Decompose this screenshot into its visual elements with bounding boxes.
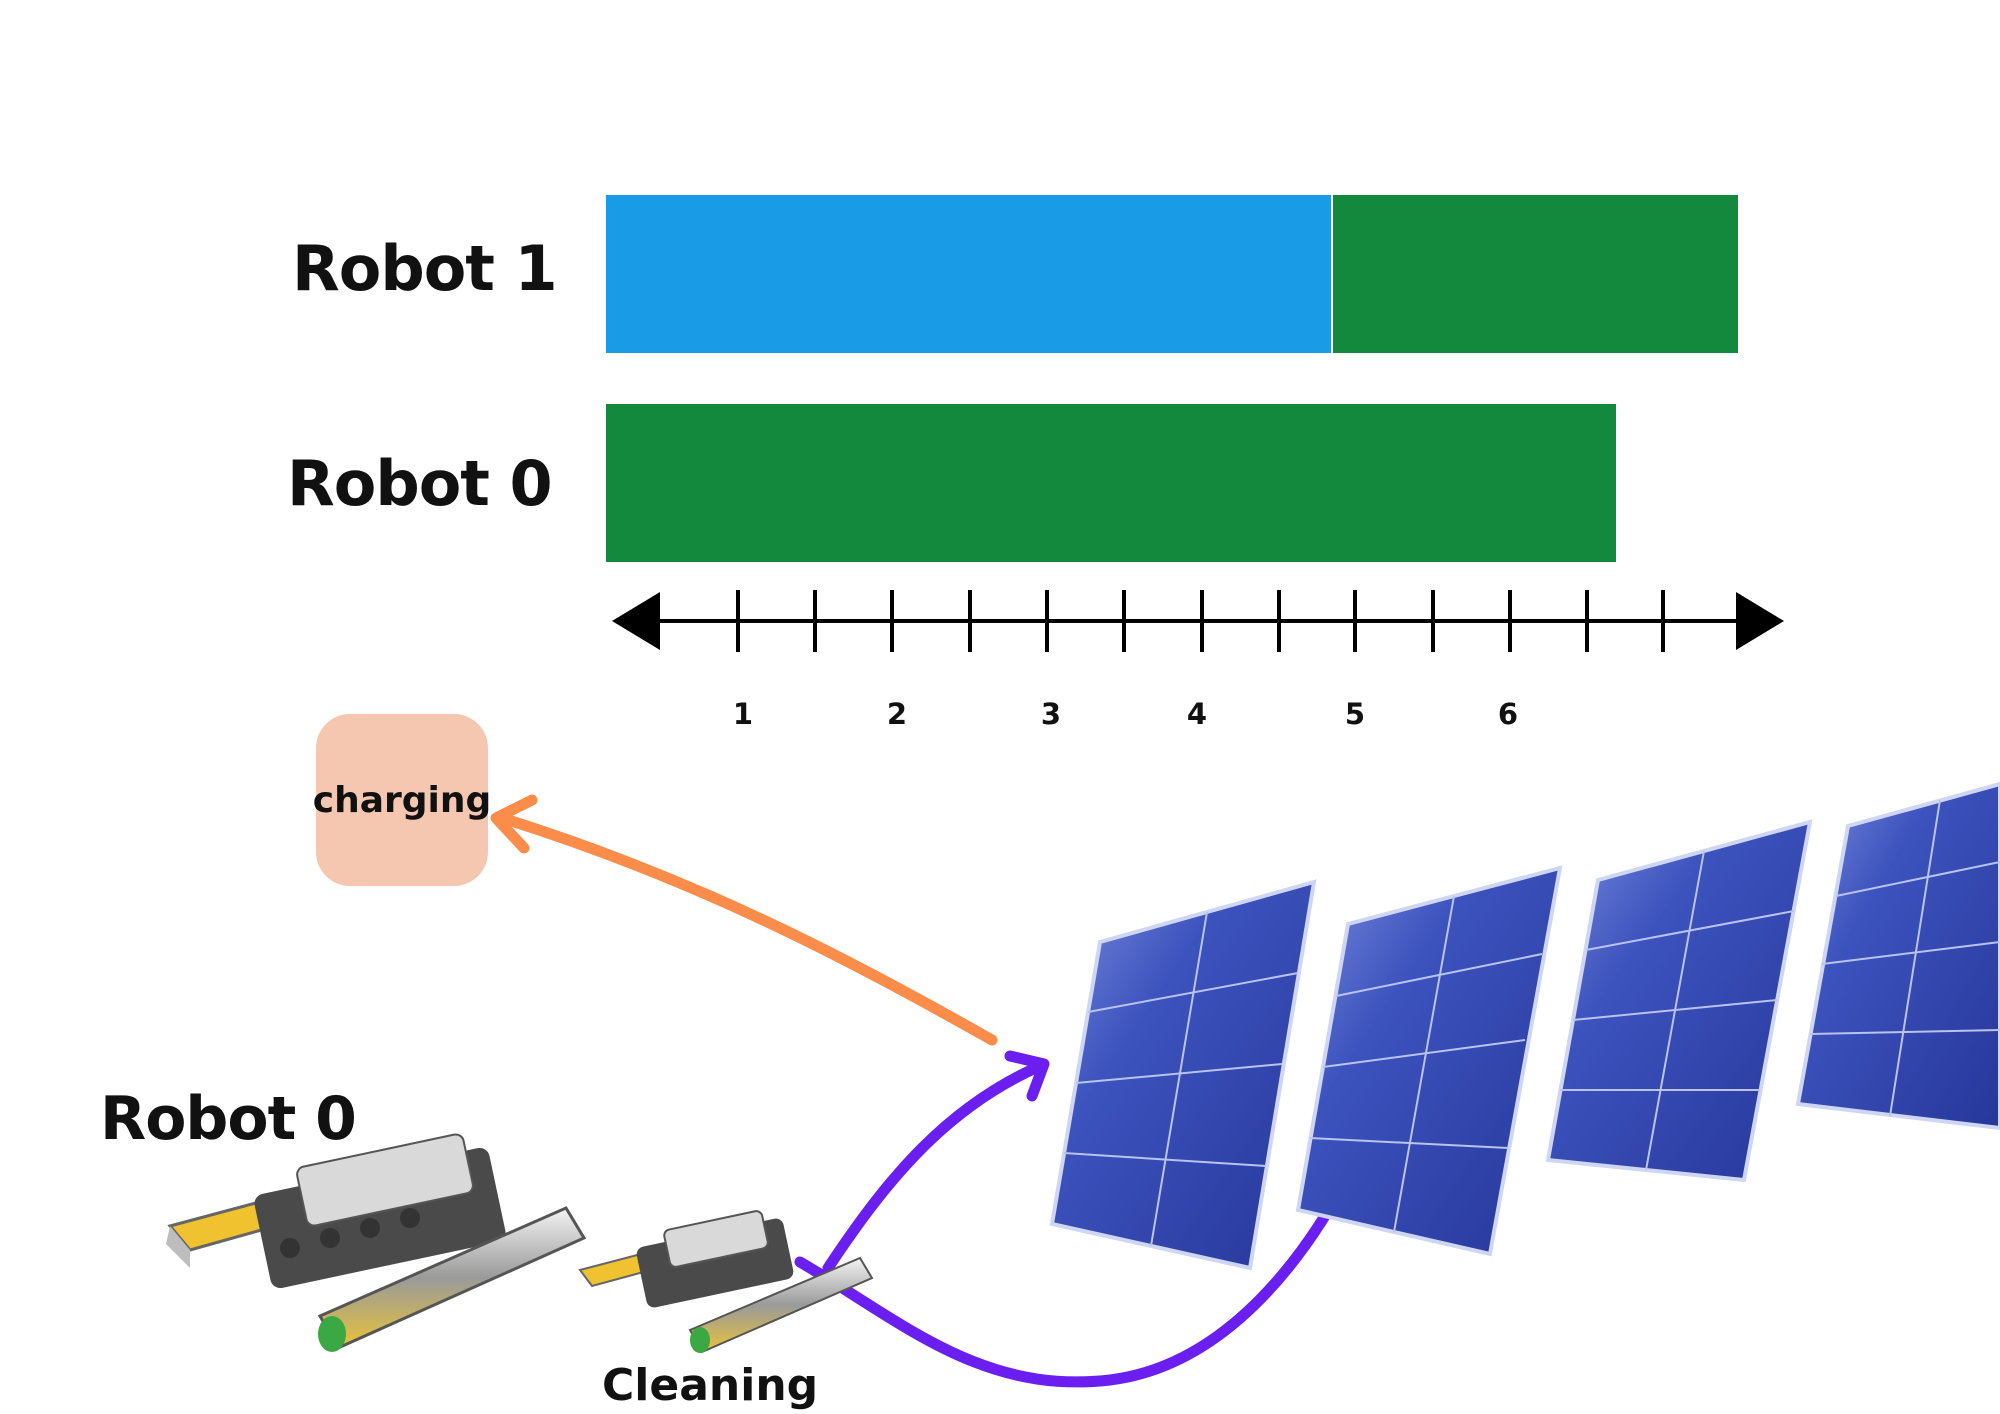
bar-robot-1-cleaning-0 <box>606 195 1331 353</box>
axis-left-arrowhead <box>612 592 660 650</box>
robot-1-row-label: Robot 1 <box>292 232 558 305</box>
solar-panel-2 <box>1295 865 1563 1257</box>
bar-robot-0-charging-0 <box>606 404 1616 562</box>
robot-0-small-illustration <box>578 1210 874 1354</box>
tick-label-6: 6 <box>1497 697 1519 731</box>
solar-panel-4 <box>1795 781 2000 1131</box>
tick-label-5: 5 <box>1344 697 1366 731</box>
solar-panel-1 <box>1049 879 1317 1271</box>
scene-robot-label: Robot 0 <box>100 1084 357 1154</box>
tick-label-3: 3 <box>1040 697 1062 731</box>
axis-right-arrowhead <box>1736 592 1784 650</box>
bar-robot-1-charging-1 <box>1332 195 1739 353</box>
arrow-to-charging <box>490 794 998 1046</box>
arrow-to-panel-1 <box>822 1050 1050 1274</box>
time-axis <box>612 590 1784 652</box>
solar-panel-3 <box>1545 819 1813 1183</box>
tick-label-1: 1 <box>732 697 754 731</box>
charging-station-box: charging <box>313 714 491 886</box>
tick-label-2: 2 <box>886 697 908 731</box>
tick-label-4: 4 <box>1186 697 1208 731</box>
robot-0-row-label: Robot 0 <box>287 447 553 520</box>
cleaning-label: Cleaning <box>602 1360 819 1411</box>
charging-label: charging <box>312 779 492 821</box>
robot-0-large-illustration <box>166 1133 587 1352</box>
